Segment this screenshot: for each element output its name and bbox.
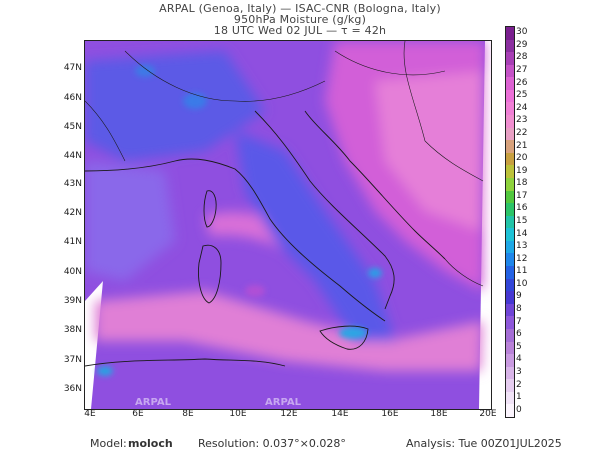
- moisture-field: [85, 41, 491, 409]
- lat-label-41N: 41N: [63, 237, 82, 247]
- colorbar-segment-21: [506, 140, 514, 154]
- header-line-3: 18 UTC Wed 02 JUL — τ = 42h: [213, 24, 387, 37]
- lat-label-45N: 45N: [63, 122, 82, 132]
- colorbar-segment-3: [506, 366, 514, 380]
- colorbar-segment-22: [506, 127, 514, 141]
- colorbar-label-2: 2: [516, 379, 522, 390]
- colorbar-segment-28: [506, 52, 514, 66]
- colorbar-segment-14: [506, 228, 514, 242]
- colorbar-segment-5: [506, 341, 514, 355]
- lat-label-40N: 40N: [63, 267, 82, 277]
- colorbar-label-10: 10: [516, 278, 528, 289]
- colorbar-segment-13: [506, 240, 514, 254]
- colorbar-segment-18: [506, 177, 514, 192]
- lon-label-4E: 4E: [84, 409, 96, 419]
- moisture-map: ARPAL ARPAL: [84, 40, 492, 410]
- colorbar-label-18: 18: [516, 178, 528, 189]
- model-label: Model:: [90, 437, 127, 450]
- colorbar-label-9: 9: [516, 291, 522, 302]
- resolution-text: Resolution: 0.037°×0.028°: [198, 437, 346, 450]
- lon-label-10E: 10E: [229, 409, 247, 419]
- colorbar-label-19: 19: [516, 165, 528, 176]
- colorbar-segment-12: [506, 253, 514, 267]
- colorbar-label-0: 0: [516, 404, 522, 415]
- colorbar-segment-30: [506, 27, 514, 41]
- colorbar-label-23: 23: [516, 115, 528, 126]
- colorbar-segment-15: [506, 215, 514, 229]
- lon-label-8E: 8E: [182, 409, 194, 419]
- colorbar-segment-24: [506, 102, 514, 116]
- colorbar-segment-19: [506, 165, 514, 179]
- model-value: moloch: [128, 437, 173, 450]
- lat-label-46N: 46N: [63, 93, 82, 103]
- lat-label-43N: 43N: [63, 179, 82, 189]
- colorbar-segment-23: [506, 115, 514, 129]
- colorbar-label-27: 27: [516, 65, 528, 76]
- colorbar: [505, 26, 515, 418]
- colorbar-label-4: 4: [516, 354, 522, 365]
- colorbar-label-5: 5: [516, 341, 522, 352]
- watermark: ARPAL: [135, 397, 171, 408]
- colorbar-segment-29: [506, 39, 514, 53]
- colorbar-label-11: 11: [516, 266, 528, 277]
- lat-label-44N: 44N: [63, 151, 82, 161]
- colorbar-label-6: 6: [516, 329, 522, 340]
- colorbar-label-29: 29: [516, 39, 528, 50]
- colorbar-segment-7: [506, 316, 514, 330]
- colorbar-segment-10: [506, 278, 514, 292]
- colorbar-label-25: 25: [516, 90, 528, 101]
- colorbar-label-24: 24: [516, 102, 528, 113]
- colorbar-label-16: 16: [516, 203, 528, 214]
- colorbar-segment-4: [506, 354, 514, 368]
- colorbar-segment-0: [506, 404, 514, 418]
- colorbar-label-26: 26: [516, 77, 528, 88]
- colorbar-segment-6: [506, 328, 514, 342]
- colorbar-label-7: 7: [516, 316, 522, 327]
- colorbar-label-22: 22: [516, 127, 528, 138]
- colorbar-label-1: 1: [516, 392, 522, 403]
- colorbar-segment-27: [506, 64, 514, 78]
- colorbar-segment-26: [506, 77, 514, 91]
- colorbar-label-3: 3: [516, 366, 522, 377]
- analysis-text: Analysis: Tue 00Z01JUL2025: [406, 437, 562, 450]
- colorbar-segment-17: [506, 190, 514, 204]
- lat-label-42N: 42N: [63, 208, 82, 218]
- lon-label-14E: 14E: [331, 409, 349, 419]
- colorbar-segment-2: [506, 379, 514, 393]
- colorbar-segment-16: [506, 203, 514, 217]
- colorbar-label-21: 21: [516, 140, 528, 151]
- lat-label-36N: 36N: [63, 384, 82, 394]
- colorbar-label-14: 14: [516, 228, 528, 239]
- colorbar-label-20: 20: [516, 153, 528, 164]
- colorbar-segment-11: [506, 266, 514, 280]
- colorbar-segment-1: [506, 391, 514, 405]
- colorbar-segment-20: [506, 152, 514, 166]
- lat-label-39N: 39N: [63, 296, 82, 306]
- colorbar-segment-9: [506, 291, 514, 305]
- colorbar-label-12: 12: [516, 253, 528, 264]
- colorbar-segment-25: [506, 89, 514, 103]
- lon-label-16E: 16E: [381, 409, 399, 419]
- lon-label-20E: 20E: [479, 409, 497, 419]
- colorbar-segment-8: [506, 303, 514, 317]
- colorbar-label-17: 17: [516, 190, 528, 201]
- colorbar-label-15: 15: [516, 216, 528, 226]
- colorbar-label-8: 8: [516, 304, 522, 315]
- colorbar-label-28: 28: [516, 52, 528, 63]
- lon-label-12E: 12E: [280, 409, 298, 419]
- colorbar-label-30: 30: [516, 27, 528, 38]
- lat-label-37N: 37N: [63, 355, 82, 365]
- watermark-2: ARPAL: [265, 397, 301, 408]
- colorbar-label-13: 13: [516, 241, 528, 252]
- lat-label-38N: 38N: [63, 325, 82, 335]
- header-line-2: 950hPa Moisture (g/kg): [233, 13, 367, 26]
- lon-label-6E: 6E: [132, 409, 144, 419]
- header-line-1: ARPAL (Genoa, Italy) — ISAC-CNR (Bologna…: [159, 2, 441, 15]
- lon-label-18E: 18E: [430, 409, 448, 419]
- lat-label-47N: 47N: [63, 63, 82, 73]
